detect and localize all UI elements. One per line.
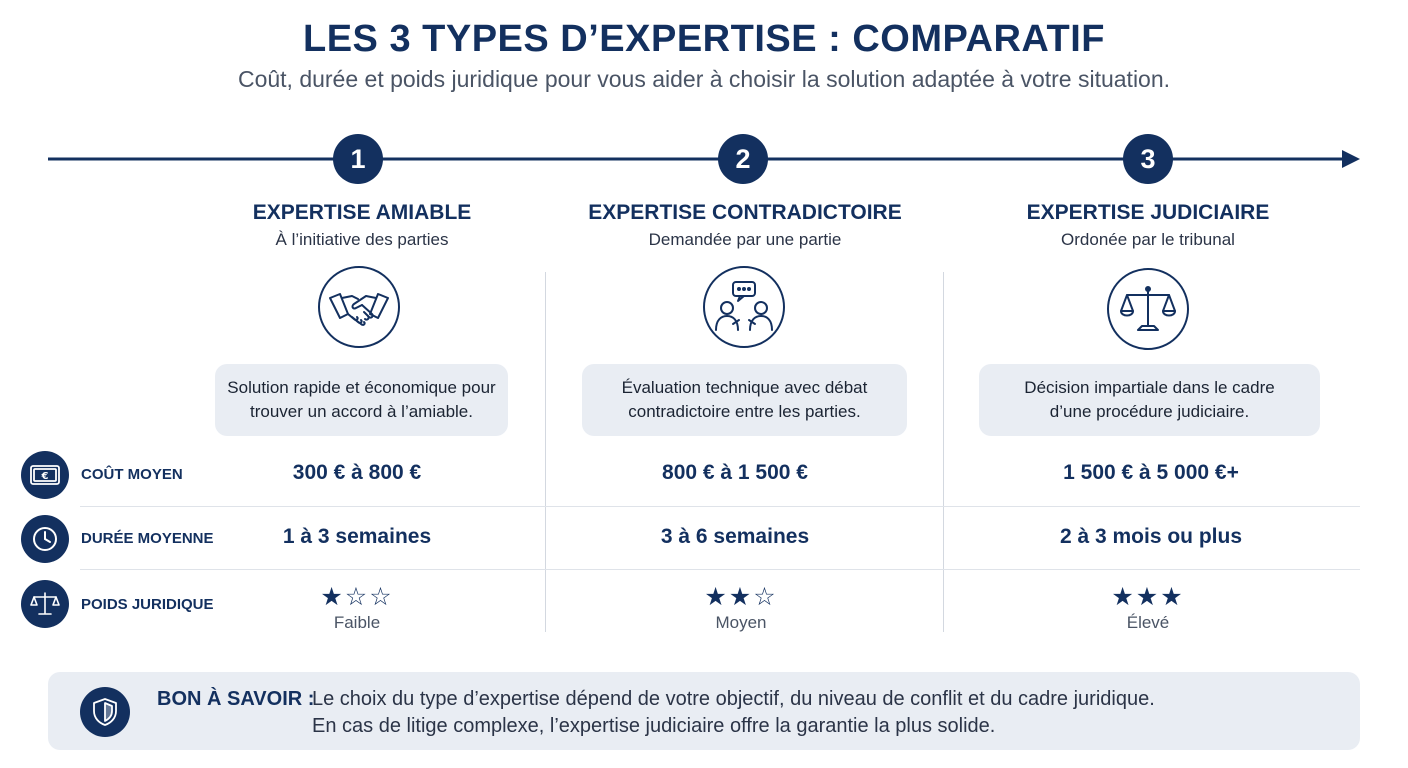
legal-weight-contradictoire: Moyen [715, 613, 767, 632]
column-divider [943, 272, 944, 632]
column-divider [545, 272, 546, 632]
row-divider [80, 506, 1360, 507]
step-number-2: 2 [718, 134, 768, 184]
column-subtitle-contradictoire: Demandée par une partie [648, 230, 842, 249]
duration-value-judiciaire: 2 à 3 mois ou plus [1059, 525, 1243, 548]
banner-label: BON À SAVOIR : [157, 688, 315, 710]
duration-value-contradictoire: 3 à 6 semaines [660, 525, 810, 548]
page-subtitle: Coût, durée et poids juridique pour vous… [237, 66, 1171, 92]
star-filled-icon: ★ [704, 583, 729, 611]
step-number-1: 1 [333, 134, 383, 184]
description-line: Solution rapide et économique pour [227, 378, 496, 397]
description-line: contradictoire entre les parties. [628, 402, 861, 421]
description-line: d’une procédure judiciaire. [1049, 402, 1250, 421]
description-line: Évaluation technique avec débat [621, 378, 868, 397]
description-box-contradictoire: Évaluation technique avec débat contradic… [582, 364, 907, 436]
page-title: LES 3 TYPES D’EXPERTISE : COMPARATIF [302, 18, 1106, 60]
timeline-arrow [48, 150, 1360, 168]
description-box-judiciaire: Décision impartiale dans le cadre d’une p… [979, 364, 1320, 436]
clock-icon [21, 515, 69, 563]
legal-weight-judiciaire: Élevé [1126, 613, 1170, 632]
rating-stars-judiciaire: ★★★ [1003, 584, 1293, 610]
legal-weight-amiable: Faible [333, 613, 381, 632]
shield-icon [80, 687, 130, 737]
cost-value-amiable: 300 € à 800 € [292, 461, 422, 484]
column-subtitle-judiciaire: Ordonée par le tribunal [1061, 230, 1235, 249]
description-line: trouver un accord à l’amiable. [249, 402, 473, 421]
duration-value-amiable: 1 à 3 semaines [282, 525, 432, 548]
rating-stars-contradictoire: ★★☆ [596, 584, 886, 610]
banner-text-line2: En cas de litige complexe, l’expertise j… [312, 715, 996, 737]
rating-stars-amiable: ★☆☆ [212, 584, 502, 610]
column-title-contradictoire: EXPERTISE CONTRADICTOIRE [588, 201, 902, 224]
star-empty-icon: ☆ [344, 583, 370, 611]
column-title-judiciaire: EXPERTISE JUDICIAIRE [1026, 201, 1270, 224]
scales-icon [1107, 268, 1189, 350]
star-filled-icon: ★ [320, 583, 345, 611]
row-label-duration: DURÉE MOYENNE [81, 530, 214, 547]
row-label-legal-weight: POIDS JURIDIQUE [81, 596, 214, 613]
description-box-amiable: Solution rapide et économique pour trouve… [215, 364, 508, 436]
svg-text:€: € [41, 471, 49, 482]
star-filled-icon: ★ [1111, 583, 1136, 611]
star-filled-icon: ★ [1135, 583, 1161, 611]
handshake-icon [318, 266, 400, 348]
star-filled-icon: ★ [1160, 583, 1185, 611]
star-empty-icon: ☆ [753, 583, 778, 611]
star-empty-icon: ☆ [369, 583, 394, 611]
column-subtitle-amiable: À l’initiative des parties [275, 230, 449, 249]
cost-value-contradictoire: 800 € à 1 500 € [662, 461, 808, 484]
description-line: Décision impartiale dans le cadre [1024, 378, 1275, 397]
discussion-icon [703, 266, 785, 348]
row-label-cost: COÛT MOYEN [81, 466, 183, 483]
column-title-amiable: EXPERTISE AMIABLE [252, 201, 472, 224]
info-banner [48, 672, 1360, 750]
banner-text-line1: Le choix du type d’expertise dépend de v… [312, 688, 1155, 710]
cost-value-judiciaire: 1 500 € à 5 000 €+ [1063, 461, 1239, 484]
row-divider [80, 569, 1360, 570]
step-number-3: 3 [1123, 134, 1173, 184]
star-filled-icon: ★ [728, 583, 754, 611]
money-icon: € [21, 451, 69, 499]
scales-icon [21, 580, 69, 628]
